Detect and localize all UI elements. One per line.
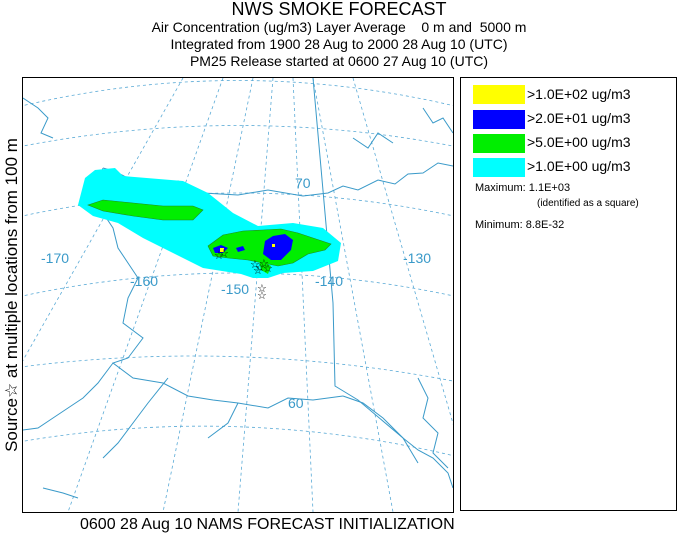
smoke-yellow-spot: [272, 244, 275, 247]
smoke-yellow-max: [220, 248, 224, 252]
svg-text:☆: ☆: [257, 289, 267, 302]
smoke-map: ☆ ☆ ☆ ☆ ☆ ☆ ☆ ☆ ☆ -170 -160 -150 -140 -1…: [22, 77, 454, 513]
lon-label-130: -130: [403, 250, 431, 266]
source-height-label: Source☆ at multiple locations from 100 m: [2, 138, 21, 452]
svg-text:☆: ☆: [263, 262, 273, 275]
svg-text:☆: ☆: [250, 258, 260, 271]
release-start: PM25 Release started at 0600 27 Aug 10 (…: [189, 53, 489, 69]
smoke-green-tail: [259, 260, 271, 274]
lat-label-70: 70: [295, 175, 311, 191]
svg-text:☆: ☆: [255, 261, 265, 274]
svg-text:☆: ☆: [259, 257, 269, 270]
minimum-value: Minimum: 8.8E-32: [475, 219, 565, 231]
integration-period: Integrated from 1900 28 Aug to 2000 28 A…: [170, 36, 508, 52]
legend-swatch-blue: [473, 110, 525, 129]
legend-label-yellow: >1.0E+02 ug/m3: [527, 86, 631, 102]
legend: >1.0E+02 ug/m3 >2.0E+01 ug/m3 >5.0E+00 u…: [460, 77, 677, 511]
source-stars: ☆ ☆ ☆ ☆ ☆ ☆ ☆ ☆ ☆: [214, 247, 273, 302]
maximum-note: (identified as a square): [537, 198, 639, 209]
lon-label-150: -150: [221, 281, 249, 297]
coastline: [23, 97, 453, 499]
smoke-blue-spot: [236, 246, 245, 252]
border-line: [312, 78, 419, 464]
smoke-green-west: [87, 199, 204, 221]
smoke-blue-east: [263, 234, 293, 260]
maximum-value: Maximum: 1.1E+03: [475, 182, 571, 194]
map-canvas: ☆ ☆ ☆ ☆ ☆ ☆ ☆ ☆ ☆ -170 -160 -150 -140 -1…: [23, 78, 453, 512]
svg-text:☆: ☆: [257, 282, 267, 295]
lon-label-140: -140: [315, 273, 343, 289]
legend-label-cyan: >1.0E+00 ug/m3: [527, 158, 631, 174]
svg-text:☆: ☆: [219, 247, 229, 260]
legend-label-blue: >2.0E+01 ug/m3: [527, 110, 631, 126]
initialization-label: 0600 28 Aug 10 NAMS FORECAST INITIALIZAT…: [80, 516, 455, 533]
lon-label-170: -170: [41, 250, 69, 266]
lon-label-160: -160: [130, 273, 158, 289]
legend-swatch-yellow: [473, 85, 525, 104]
svg-text:☆: ☆: [214, 249, 224, 262]
forecast-title: NWS SMOKE FORECAST: [231, 0, 447, 19]
legend-swatch-cyan: [473, 158, 525, 177]
legend-swatch-green: [473, 134, 525, 153]
lat-label-60: 60: [288, 395, 304, 411]
concentration-subtitle: Air Concentration (ug/m3) Layer Average …: [151, 19, 527, 35]
svg-text:☆: ☆: [253, 264, 263, 277]
graticule: [23, 78, 453, 512]
legend-label-green: >5.0E+00 ug/m3: [527, 134, 631, 150]
